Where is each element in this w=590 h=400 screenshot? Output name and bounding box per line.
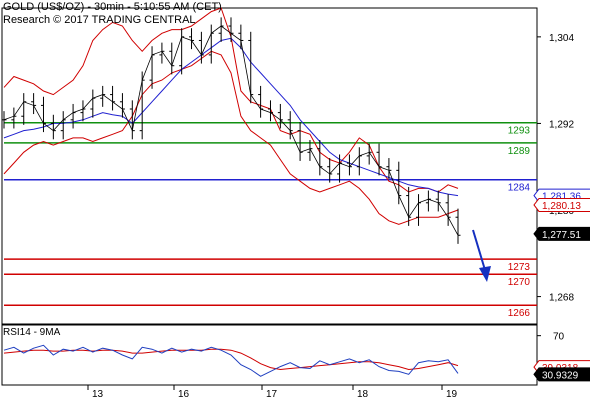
price-tag-2: 1,277.51	[533, 226, 590, 241]
rsi-line	[3, 344, 459, 377]
price-bar	[129, 100, 135, 140]
level-label-1270: 1270	[508, 277, 531, 288]
rsi-plot-frame	[1, 324, 538, 386]
forecast-arrow	[472, 229, 491, 282]
rsi-tag-1-text: 30.9329	[542, 370, 579, 381]
y-tick-label-1304: 1,304	[549, 33, 574, 44]
bollinger-lower-line	[3, 50, 459, 225]
level-label-1289: 1289	[508, 146, 531, 157]
rsi-ma-line	[3, 348, 459, 371]
tags-layer: 1,281.361,280.131,277.5139.031830.9329	[533, 188, 590, 382]
x-tick-label-18: 18	[357, 389, 369, 400]
price-tag-2-box	[533, 226, 590, 241]
main-plot-frame	[1, 7, 538, 325]
rsi-layer	[3, 344, 459, 377]
rsi-label: RSI14 - 9MA	[3, 327, 61, 338]
rsi-tag-1: 30.9329	[533, 367, 590, 382]
level-label-1266: 1266	[508, 308, 531, 319]
chart-subtitle: Research © 2017 TRADING CENTRAL	[3, 14, 196, 26]
rsi-tick-label-70: 70	[553, 332, 565, 343]
x-tick-label-16: 16	[178, 389, 190, 400]
level-label-1293: 1293	[508, 126, 531, 137]
price-tag-1-box	[533, 197, 590, 212]
level-label-1284: 1284	[508, 183, 531, 194]
price-line	[3, 25, 459, 236]
chart-title: GOLD (US$/OZ) - 30min - 5:10:55 AM (CET)	[3, 1, 222, 13]
price-bar	[119, 93, 125, 118]
price-tag-0-text: 1,281.36	[542, 192, 581, 203]
price-layer	[1, 17, 461, 244]
rsi-tag-1-box	[533, 367, 590, 382]
x-tick-label-17: 17	[266, 389, 278, 400]
price-tag-2-text: 1,277.51	[542, 230, 581, 241]
y-tick-label-1268: 1,268	[549, 293, 574, 304]
level-label-1273: 1273	[508, 262, 531, 273]
price-tag-1: 1,280.13	[533, 197, 590, 212]
levels-layer: 1293 1289 1284 1273 1270 1266	[4, 121, 537, 319]
y-tick-label-1292: 1,292	[549, 119, 574, 130]
price-bar	[455, 208, 461, 244]
price-tag-1-text: 1,280.13	[542, 201, 581, 212]
x-tick-label-13: 13	[92, 389, 104, 400]
x-tick-label-19: 19	[446, 389, 458, 400]
